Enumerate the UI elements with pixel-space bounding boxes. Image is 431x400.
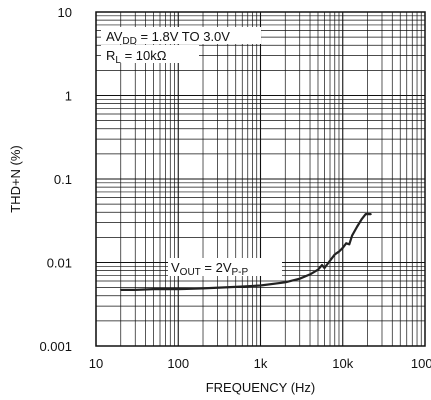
annotation-supply: AVDD = 1.8V TO 3.0V	[106, 29, 230, 47]
series-0-point-13	[329, 259, 331, 262]
annotation-output: VOUT = 2VP-P	[171, 260, 249, 278]
y-tick-label: 0.01	[47, 256, 72, 271]
annotation-load-bg	[101, 45, 199, 63]
series-0-point-4	[202, 287, 204, 290]
grid	[95, 12, 425, 347]
annotation-load: RL = 10kΩ	[106, 48, 167, 66]
series-0-point-6	[259, 284, 262, 287]
series-0-point-17	[345, 242, 348, 245]
annotation-output-bg	[168, 258, 282, 276]
x-tick-label: 100	[167, 356, 189, 371]
series-0-point-12	[323, 267, 326, 269]
series-0-point-9	[309, 273, 311, 276]
series-0-point-11	[321, 264, 323, 266]
series-0-point-23	[370, 213, 372, 216]
series-0-point-21	[360, 218, 363, 221]
series-0-point-20	[356, 225, 359, 228]
series-0-point-19	[351, 234, 353, 237]
y-tick-label: 0.001	[39, 339, 72, 354]
x-tick-label: 1k	[254, 356, 268, 371]
series-0-point-10	[317, 268, 319, 271]
series-0-point-2	[152, 288, 155, 290]
series-0-point-0	[119, 289, 122, 291]
y-tick-label: 0.1	[54, 172, 72, 187]
series-0-point-22	[364, 213, 367, 216]
x-tick-label: 10k	[332, 356, 353, 371]
series-0-point-1	[134, 289, 137, 291]
x-tick-label: 10	[89, 356, 103, 371]
x-axis-label: FREQUENCY (Hz)	[206, 380, 316, 395]
series-0-point-5	[234, 286, 237, 288]
series-0-point-3	[177, 288, 180, 290]
series-0-point-8	[298, 277, 301, 280]
x-tick-label: 100k	[411, 356, 431, 371]
series-0-point-18	[348, 243, 351, 246]
y-axis-label: THD+N (%)	[8, 145, 23, 213]
series-line-0	[120, 213, 371, 291]
series-0-point-7	[284, 281, 287, 284]
tick-labels: 10 100 1k 10k 100k 10 1 0.1 0.01 0.001	[39, 5, 431, 371]
series-layer	[119, 213, 372, 291]
series-0-point-14	[333, 253, 336, 256]
annotation-supply-bg	[101, 27, 261, 44]
series-0-point-16	[341, 246, 344, 249]
plot-frame	[95, 11, 426, 347]
y-tick-label: 10	[58, 5, 72, 20]
y-tick-label: 1	[65, 89, 72, 104]
series-0-point-15	[338, 250, 340, 253]
